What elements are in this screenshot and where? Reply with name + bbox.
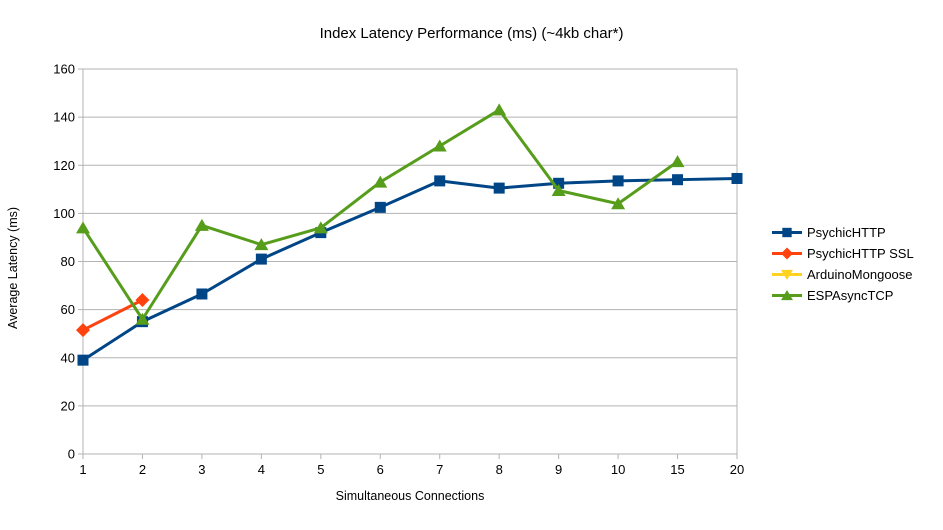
series-espasynctcp <box>76 103 685 325</box>
data-point <box>194 218 209 231</box>
y-tick-label: 120 <box>53 158 75 173</box>
legend-square-icon <box>772 227 802 238</box>
data-point <box>374 201 386 213</box>
x-tick-label: 6 <box>377 462 384 477</box>
data-point <box>254 238 269 251</box>
x-tick-label: 15 <box>670 462 684 477</box>
legend-item: ArduinoMongoose <box>772 264 914 285</box>
legend-item: ESPAsyncTCP <box>772 285 914 306</box>
chart-title: Index Latency Performance (ms) (~4kb cha… <box>319 25 624 42</box>
x-tick-label: 4 <box>258 462 265 477</box>
data-point <box>551 184 566 197</box>
y-axis-title: Average Latency (ms) <box>6 207 20 329</box>
x-tick-label: 10 <box>611 462 625 477</box>
data-point <box>76 323 90 338</box>
x-tick-label: 9 <box>555 462 562 477</box>
x-tick-label: 1 <box>79 462 86 477</box>
data-point <box>135 312 150 325</box>
legend-item: PsychicHTTP <box>772 222 914 243</box>
legend-label: ESPAsyncTCP <box>807 288 894 303</box>
legend-label: PsychicHTTP <box>807 225 886 240</box>
y-tick-label: 140 <box>53 110 75 125</box>
series-psychichttp <box>77 172 743 366</box>
legend-triangle-up-icon <box>772 289 802 301</box>
y-tick-label: 160 <box>53 62 75 77</box>
x-tick-label: 5 <box>317 462 324 477</box>
y-tick-label: 20 <box>61 398 75 413</box>
x-axis-title: Simultaneous Connections <box>335 489 485 503</box>
data-point <box>493 182 505 194</box>
x-tick-label: 3 <box>198 462 205 477</box>
data-point <box>77 354 89 366</box>
data-point <box>553 177 565 189</box>
x-tick-label: 7 <box>436 462 443 477</box>
data-point <box>492 103 507 116</box>
data-point <box>313 221 328 234</box>
y-tick-label: 100 <box>53 206 75 221</box>
legend-diamond-icon <box>772 247 802 260</box>
legend-item: PsychicHTTP SSL <box>772 243 914 264</box>
data-point <box>672 174 684 186</box>
data-point <box>612 175 624 187</box>
legend-marker <box>782 227 792 238</box>
y-tick-label: 60 <box>61 302 75 317</box>
data-point <box>76 221 90 234</box>
legend-marker <box>781 247 793 260</box>
data-point <box>611 197 626 210</box>
legend-label: ArduinoMongoose <box>807 267 913 282</box>
y-tick-label: 80 <box>61 254 75 269</box>
legend-marker <box>781 269 793 281</box>
data-point <box>373 175 388 188</box>
legend-marker <box>781 289 793 301</box>
legend-triangle-down-icon <box>772 269 802 281</box>
x-tick-label: 20 <box>730 462 744 477</box>
x-tick-label: 8 <box>496 462 503 477</box>
legend-label: PsychicHTTP SSL <box>807 246 914 261</box>
y-tick-label: 40 <box>61 350 75 365</box>
legend: PsychicHTTP PsychicHTTP SSL ArduinoMongoos… <box>772 222 914 306</box>
data-point <box>731 172 743 184</box>
y-tick-label: 0 <box>68 447 75 462</box>
series-line <box>81 108 679 321</box>
data-point <box>255 253 267 265</box>
data-point <box>434 175 446 187</box>
data-point <box>135 293 150 307</box>
data-point <box>196 288 208 300</box>
series-line <box>82 176 738 362</box>
data-point <box>432 139 447 152</box>
data-point <box>670 155 685 168</box>
x-tick-label: 2 <box>139 462 146 477</box>
